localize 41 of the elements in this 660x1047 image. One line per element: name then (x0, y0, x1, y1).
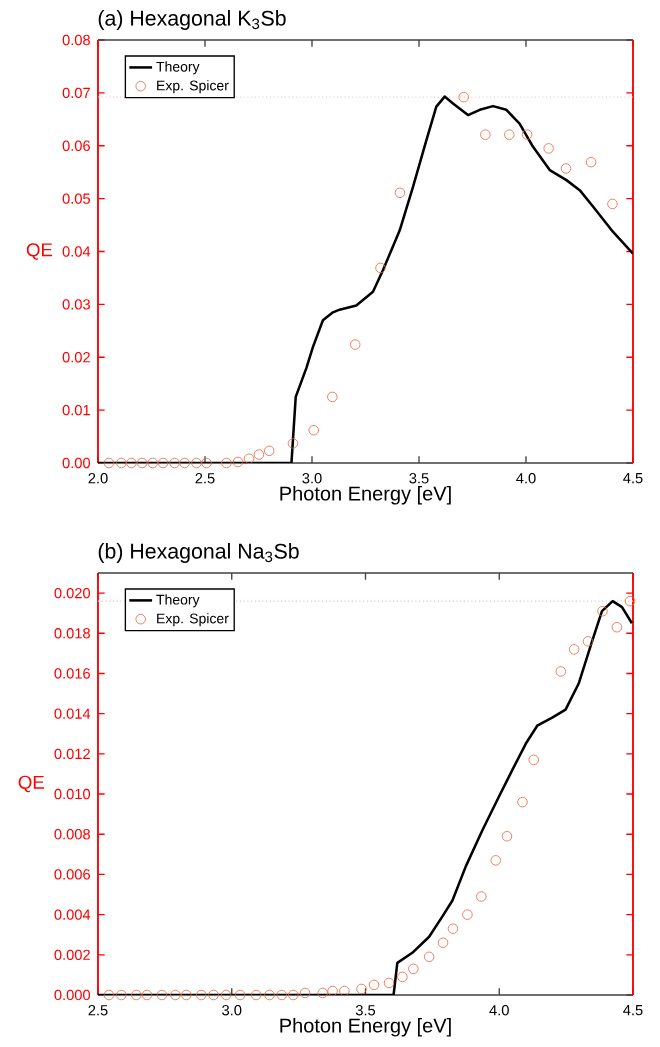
y-tick-label: 0.008 (54, 829, 90, 840)
legend-label: Exp. Spicer (157, 613, 229, 627)
y-tick-label: 0.02 (62, 352, 90, 363)
x-tick-label: 4.0 (516, 473, 536, 484)
y-tick-label: 0.018 (54, 628, 90, 639)
y-tick-label: 0.004 (54, 909, 91, 920)
y-tick-label: 0.014 (54, 708, 91, 719)
x-tick-label: 4.5 (623, 473, 643, 484)
x-tick-label: 3.0 (222, 1005, 242, 1016)
y-tick-label: 0.06 (62, 140, 90, 151)
y-tick-label: 0.012 (54, 748, 90, 760)
y-axis-title: QE (18, 775, 44, 793)
legend-label: Exp. Spicer (157, 80, 229, 94)
x-tick-label: 3.5 (409, 473, 429, 484)
x-axis-title: Photon Energy [eV] (280, 485, 451, 505)
x-axis-title: Photon Energy [eV] (280, 1017, 451, 1037)
x-tick-label: 2.5 (195, 473, 215, 484)
y-tick-label: 0.010 (54, 788, 91, 800)
x-tick-label: 3.0 (302, 473, 322, 484)
y-axis-title: QE (26, 243, 53, 260)
y-tick-label: 0.07 (62, 87, 90, 99)
y-tick-label: 0.020 (54, 587, 91, 599)
y-tick-label: 0.05 (62, 193, 90, 204)
y-tick-label: 0.04 (62, 246, 91, 257)
y-tick-label: 0.002 (54, 949, 90, 960)
y-tick-label: 0.006 (54, 869, 90, 880)
y-tick-label: 0.000 (54, 989, 91, 1001)
y-tick-label: 0.016 (54, 668, 90, 679)
x-tick-label: 3.5 (355, 1005, 376, 1016)
y-tick-label: 0.01 (62, 404, 90, 416)
x-tick-label: 2.5 (88, 1005, 108, 1016)
x-tick-label: 2.0 (88, 473, 108, 484)
y-tick-label: 0.00 (62, 457, 91, 469)
y-tick-label: 0.03 (62, 299, 90, 310)
legend-label: Theory (156, 594, 200, 608)
legend-label: Theory (156, 61, 200, 75)
x-tick-label: 4.5 (623, 1005, 643, 1016)
chart-title: (b) Hexagonal Na$_{3}$Sb (98, 543, 299, 563)
x-tick-label: 4.0 (489, 1005, 509, 1016)
chart-title: (a) Hexagonal K$_{3}$Sb (98, 10, 286, 30)
y-tick-label: 0.08 (62, 34, 90, 46)
